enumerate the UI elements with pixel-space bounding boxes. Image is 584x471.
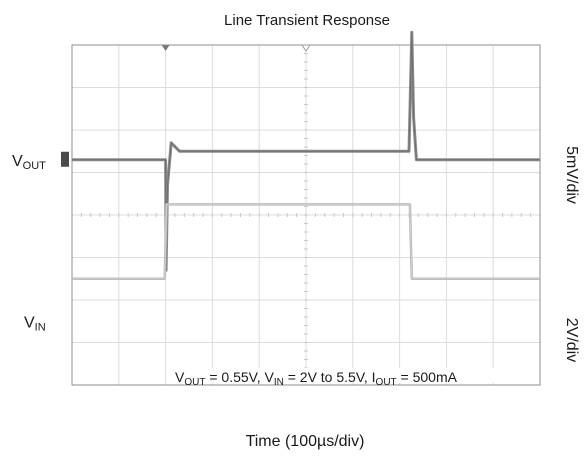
- scale-label-vout: 5mV/div: [563, 146, 580, 204]
- conditions-annotation: VOUT = 0.55V, VIN = 2V to 5.5V, IOUT = 5…: [175, 369, 458, 388]
- plot-grid: [71, 44, 541, 386]
- channel-label-vout: VOUT: [12, 153, 46, 172]
- chart-title: Line Transient Response: [224, 12, 390, 29]
- center-marker-icon: [301, 44, 311, 52]
- channel-labels: VOUT 5mV/div VIN 2V/div: [12, 146, 580, 362]
- annotation-box: [168, 368, 515, 383]
- trigger-markers: [161, 44, 311, 52]
- scale-label-vin: 2V/div: [563, 318, 580, 362]
- channel-label-vin: VIN: [24, 314, 46, 333]
- trigger-position-icon: [161, 45, 170, 51]
- trace-vin-core: [72, 203, 540, 280]
- waveform-traces: [72, 30, 540, 281]
- ground-reference-icon: [61, 151, 69, 167]
- x-axis-label: Time (100µs/div): [246, 433, 365, 450]
